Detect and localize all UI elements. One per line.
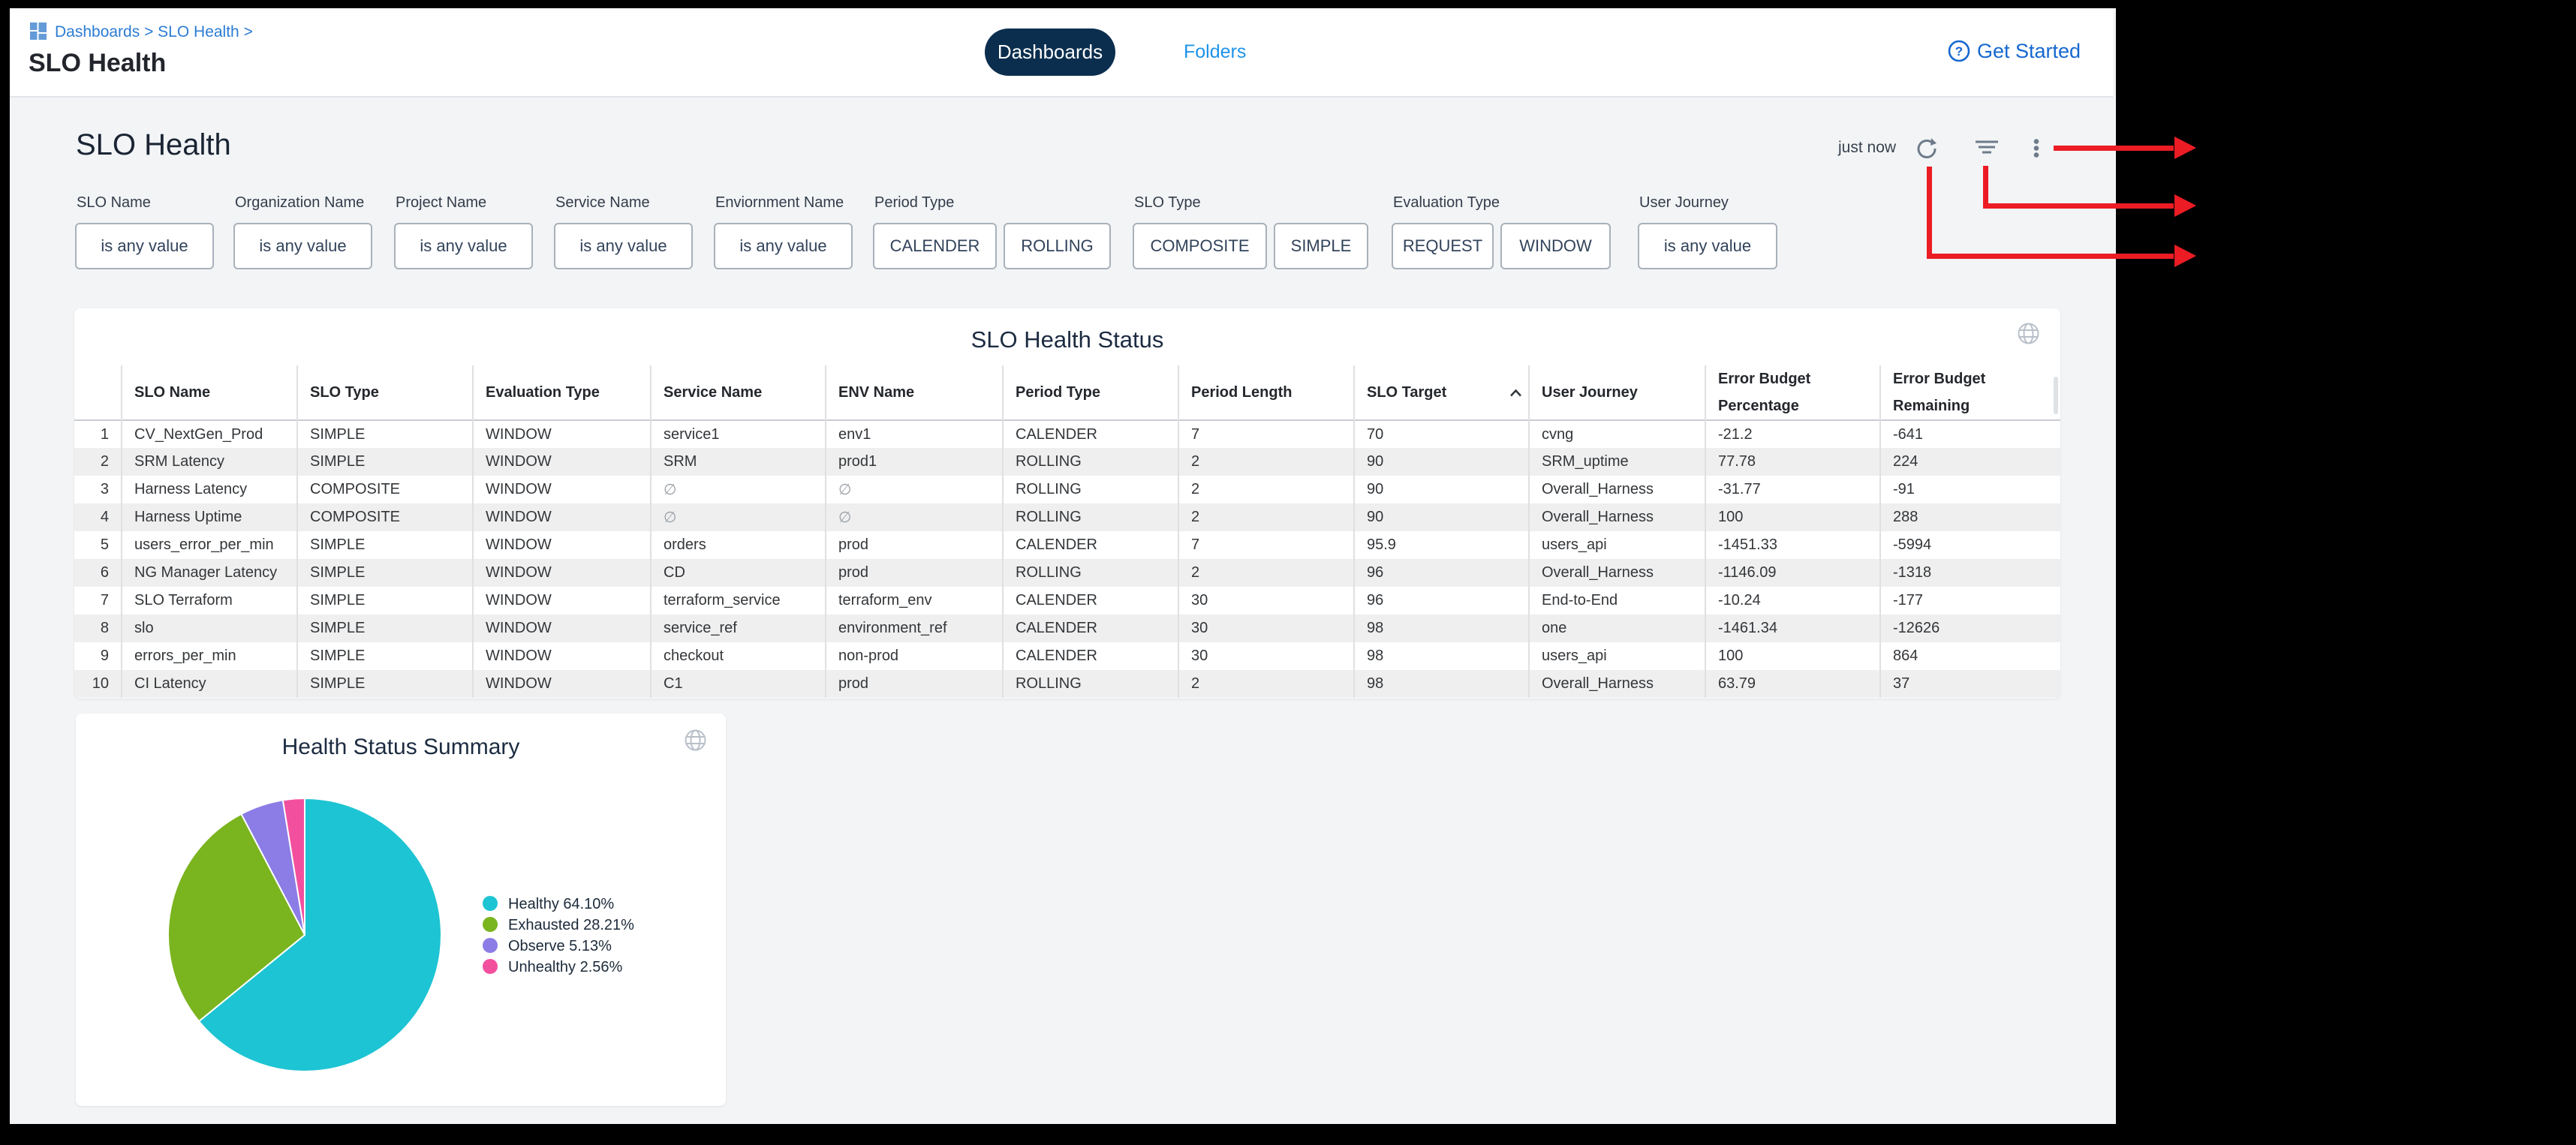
svg-text:?: ? [1955, 44, 1963, 59]
